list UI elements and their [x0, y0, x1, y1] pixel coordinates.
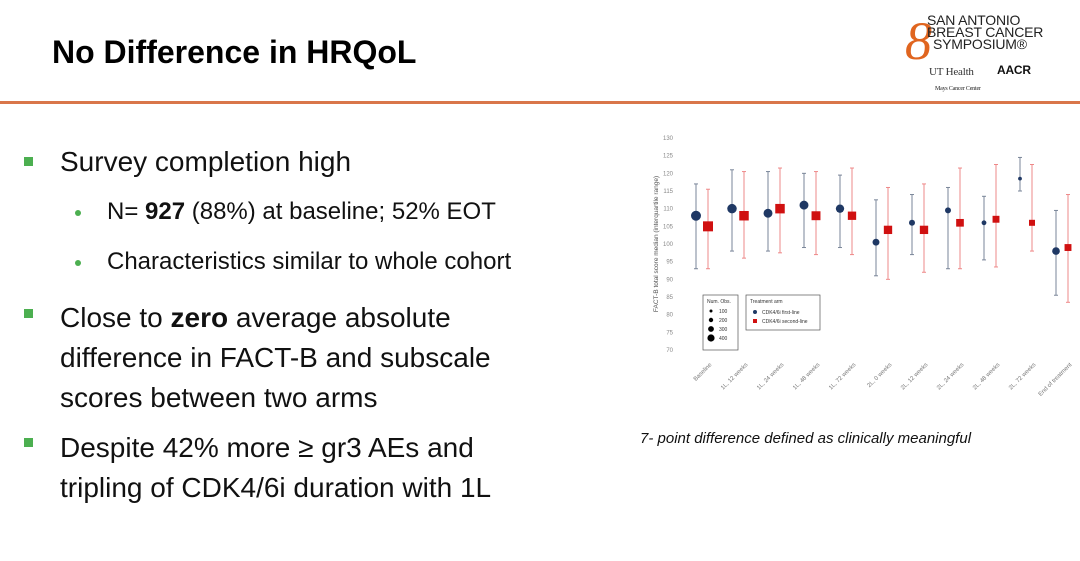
size-legend-marker	[707, 334, 715, 342]
data-point-first-line	[909, 219, 915, 226]
x-tick-label: 2L, 0 weeks	[867, 362, 894, 389]
data-point-second-line	[703, 221, 713, 232]
x-tick-label: 2L, 12 weeks	[900, 362, 929, 391]
x-tick-label: 1L, 12 weeks	[720, 362, 749, 391]
bullet-text: Despite 42% more ≥ gr3 AEs and tripling o…	[60, 432, 492, 503]
y-tick-label: 70	[666, 348, 673, 354]
data-point-second-line	[847, 211, 857, 220]
data-point-second-line	[1064, 244, 1072, 251]
data-point-second-line	[739, 210, 749, 221]
data-point-first-line	[799, 200, 809, 210]
bullet-text: Survey completion high	[60, 146, 352, 177]
logo-text: SAN ANTONIO	[927, 12, 1021, 28]
title-divider	[0, 101, 1080, 104]
x-tick-label: 1L, 48 weeks	[792, 362, 821, 391]
data-point-second-line	[1029, 219, 1035, 226]
arm-legend-label: CDK4/6i second-line	[762, 319, 808, 325]
size-legend-marker	[708, 317, 714, 323]
bullet-square-icon	[24, 438, 33, 447]
x-tick-label: 1L, 24 weeks	[756, 362, 785, 391]
fact-b-chart: 70 75 80 85 90 95 100 105 110 115 120 125 130 FACT-B …	[653, 136, 1074, 398]
y-tick-label: 130	[663, 136, 674, 142]
y-tick-label: 80	[666, 313, 673, 319]
data-point-second-line	[992, 215, 1000, 223]
size-legend-marker	[709, 309, 713, 313]
size-legend-label: 200	[719, 318, 728, 324]
y-tick-label: 100	[663, 242, 674, 248]
data-point-second-line	[956, 218, 964, 227]
data-point-second-line	[919, 225, 929, 235]
bullet-text: Characteristics similar to whole cohort	[107, 248, 512, 275]
slide-title: No Difference in HRQoL	[52, 34, 417, 70]
y-tick-label: 120	[663, 171, 674, 177]
data-point-first-line	[872, 238, 880, 246]
logo-text: Mays Cancer Center	[935, 86, 981, 92]
data-point-first-line	[1018, 176, 1022, 181]
arm-legend-title: Treatment arm	[750, 299, 783, 305]
arm-legend-box	[745, 294, 821, 331]
ut-health-logo: UT Health	[929, 66, 974, 78]
size-legend-label: 300	[719, 327, 728, 333]
arm-legend-marker	[753, 310, 757, 314]
y-tick-label: 90	[666, 277, 673, 283]
sabcs-logo: 8 SAN ANTONIO BREAST CANCER SYMPOSIUM® U…	[905, 6, 1055, 94]
data-point-first-line	[691, 210, 701, 221]
logo-ribbon-icon: 8	[905, 11, 932, 71]
data-point-first-line	[981, 220, 987, 226]
y-tick-label: 85	[666, 295, 673, 301]
data-point-second-line	[775, 203, 785, 214]
data-point-first-line	[945, 207, 951, 214]
arm-legend-marker	[753, 319, 757, 323]
arm-legend-label: CDK4/6i first-line	[762, 310, 800, 316]
x-tick-label: 1L, 72 weeks	[828, 362, 857, 391]
y-tick-label: 110	[663, 207, 673, 213]
x-tick-label: End of treatment	[1038, 362, 1074, 398]
data-point-first-line	[727, 203, 737, 214]
y-tick-label: 105	[663, 224, 674, 230]
bullet-square-icon	[24, 309, 33, 318]
size-legend-marker	[708, 326, 714, 332]
x-tick-label: 2L, 48 weeks	[972, 362, 1001, 391]
data-point-first-line	[763, 208, 773, 218]
y-tick-label: 125	[663, 154, 674, 160]
x-tick-label: 2L, 72 weeks	[1008, 362, 1037, 391]
size-legend-label: 400	[719, 336, 728, 342]
logo-text: SYMPOSIUM®	[933, 36, 1027, 52]
logo-text: BREAST CANCER	[927, 24, 1044, 40]
size-legend-label: 100	[719, 309, 728, 315]
y-tick-label: 115	[663, 189, 673, 195]
data-point-first-line	[1052, 247, 1060, 255]
aacr-logo: AACR	[997, 63, 1031, 77]
size-legend-title: Num. Obs.	[707, 299, 731, 305]
chart-caption: 7- point difference defined as clinicall…	[640, 430, 972, 447]
x-tick-label: 2L, 24 weeks	[936, 362, 965, 391]
bullet-text: N= 927 (88%) at baseline; 52% EOT	[107, 198, 496, 225]
y-axis-label: FACT-B total score median (interquartile…	[653, 176, 660, 312]
data-point-first-line	[835, 204, 845, 213]
data-point-second-line	[811, 211, 821, 221]
y-tick-label: 75	[666, 330, 673, 336]
data-point-second-line	[883, 225, 893, 235]
x-tick-label: Baseline	[693, 362, 714, 383]
bullet-text: Close to zero average absolute difference…	[60, 302, 491, 413]
bullet-square-icon	[24, 157, 33, 166]
y-tick-label: 95	[666, 260, 673, 266]
bullet-dot-icon	[75, 260, 81, 266]
bullet-dot-icon	[75, 210, 81, 216]
